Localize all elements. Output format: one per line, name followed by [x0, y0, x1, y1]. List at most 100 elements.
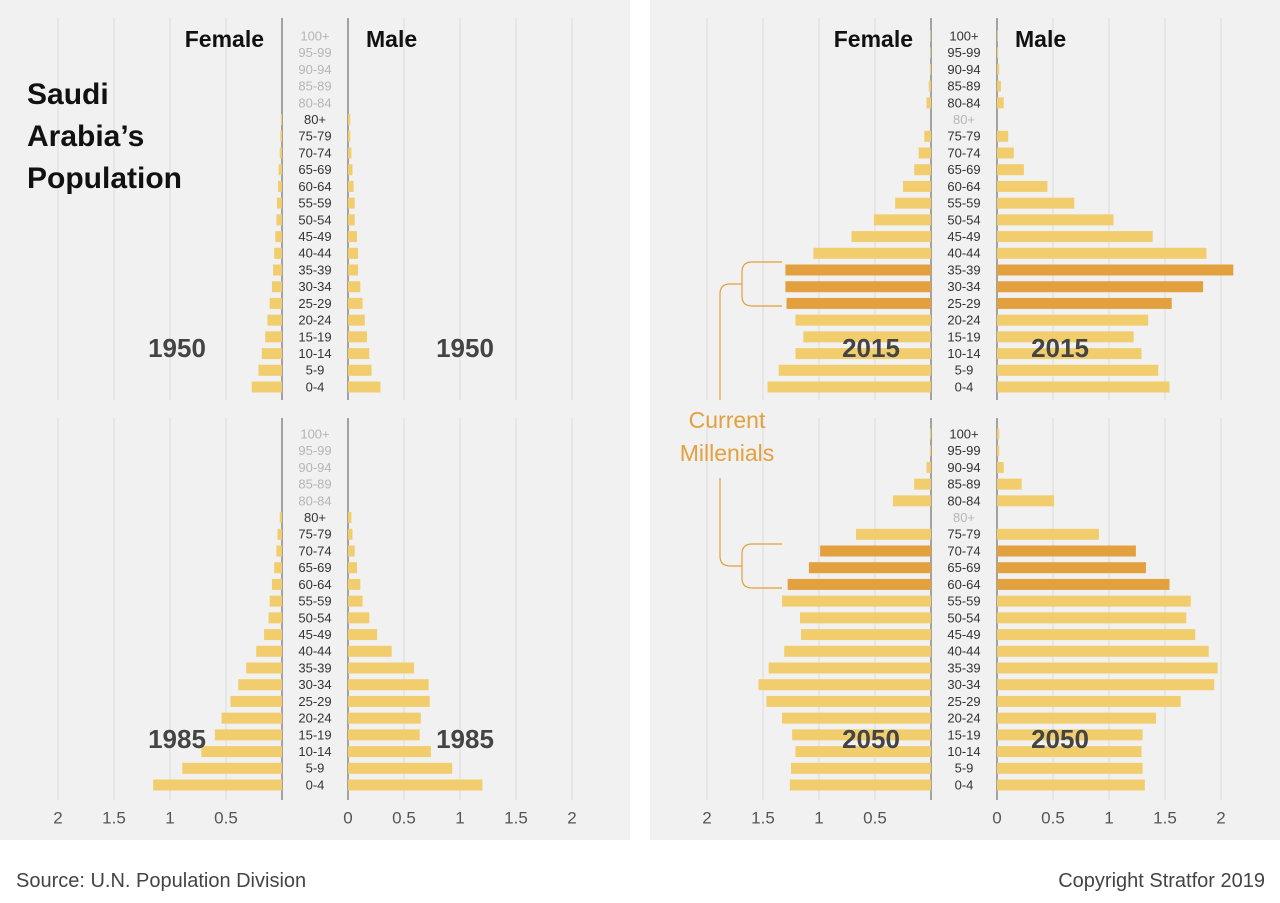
x-tick-label: 0.5: [863, 808, 887, 827]
y-tick-label: 35-39: [947, 660, 980, 675]
bar: [929, 63, 931, 75]
x-tick-label: 1: [814, 808, 823, 827]
y-tick-label: 100+: [300, 426, 329, 441]
bar: [758, 679, 931, 691]
bar: [997, 80, 1001, 92]
bar: [278, 180, 282, 192]
bar: [997, 364, 1159, 376]
y-tick-label: 70-74: [947, 543, 980, 558]
y-tick-label: 45-49: [298, 627, 331, 642]
x-tick-label: 1.5: [504, 808, 528, 827]
x-tick-label: 2: [1216, 808, 1225, 827]
y-tick-label: 20-24: [947, 711, 980, 726]
bar: [348, 114, 351, 126]
legend-label: Male: [1015, 26, 1066, 52]
y-tick-label: 55-59: [298, 196, 331, 211]
bar: [348, 197, 355, 209]
y-tick-label: 20-24: [298, 711, 331, 726]
y-tick-label: 50-54: [298, 212, 331, 227]
bar: [997, 428, 1000, 440]
y-tick-label: 100+: [949, 28, 978, 43]
bar: [778, 364, 931, 376]
x-tick-label: 1: [1104, 808, 1113, 827]
year-label: 2050: [1031, 724, 1089, 754]
bar: [813, 247, 931, 259]
y-tick-label: 75-79: [947, 527, 980, 542]
bar: [348, 264, 359, 276]
y-tick-label: 10-14: [298, 346, 331, 361]
bar: [268, 612, 282, 624]
bar: [929, 428, 931, 440]
y-tick-label: 30-34: [947, 279, 980, 294]
bar: [280, 130, 282, 142]
bar: [914, 164, 931, 176]
y-tick-label: 90-94: [298, 62, 331, 77]
bar: [918, 147, 931, 159]
y-tick-label: 70-74: [298, 145, 331, 160]
bar: [997, 47, 999, 59]
bar: [997, 331, 1134, 343]
year-label: 1985: [436, 724, 494, 754]
bar: [808, 562, 931, 574]
plots: Female Male0-45-910-1415-1920-2425-2930-3…: [53, 18, 1234, 827]
bar: [214, 729, 282, 741]
bar: [221, 712, 282, 724]
y-tick-label: 40-44: [298, 644, 331, 659]
y-tick-label: 80+: [304, 112, 326, 127]
bar: [348, 147, 352, 159]
bar: [895, 197, 931, 209]
y-tick-label: 15-19: [298, 329, 331, 344]
bar: [348, 645, 392, 657]
bar: [997, 662, 1218, 674]
bar: [997, 247, 1207, 259]
bar: [997, 264, 1234, 276]
x-tick-label: 0.5: [1041, 808, 1065, 827]
bar: [267, 314, 282, 326]
y-tick-label: 45-49: [947, 627, 980, 642]
y-tick-label: 35-39: [947, 262, 980, 277]
bar: [348, 364, 372, 376]
y-tick-label: 10-14: [947, 346, 980, 361]
y-tick-label: 70-74: [298, 543, 331, 558]
y-tick-label: 60-64: [947, 179, 980, 194]
bar: [275, 231, 282, 243]
bar: [782, 595, 931, 607]
y-tick-label: 50-54: [947, 610, 980, 625]
bar: [997, 595, 1191, 607]
x-tick-label: 0: [343, 808, 352, 827]
y-tick-label: 20-24: [947, 313, 980, 328]
bar: [348, 629, 378, 641]
bar: [786, 297, 931, 309]
bar: [782, 712, 931, 724]
bar: [997, 578, 1170, 590]
bar: [892, 495, 931, 507]
bar: [348, 512, 352, 524]
bar: [348, 180, 354, 192]
bar: [997, 762, 1143, 774]
y-tick-label: 35-39: [298, 262, 331, 277]
y-tick-label: 25-29: [947, 296, 980, 311]
bar: [791, 762, 931, 774]
source: Source: U.N. Population Division: [16, 870, 307, 892]
y-tick-label: 40-44: [298, 246, 331, 261]
bar: [997, 314, 1149, 326]
x-tick-label: 0.5: [214, 808, 238, 827]
bar: [261, 348, 282, 360]
bar: [348, 281, 361, 293]
bar: [795, 314, 931, 326]
y-tick-label: 30-34: [298, 279, 331, 294]
bar: [997, 297, 1172, 309]
bar: [258, 364, 282, 376]
bar: [273, 264, 282, 276]
bar: [789, 779, 931, 791]
y-tick-label: 25-29: [298, 694, 331, 709]
y-tick-label: 85-89: [947, 477, 980, 492]
bar: [997, 130, 1009, 142]
legend-label: Male: [366, 26, 417, 52]
bar: [820, 545, 931, 557]
y-tick-label: 45-49: [298, 229, 331, 244]
bar: [914, 478, 931, 490]
y-tick-label: 15-19: [298, 727, 331, 742]
x-tick-label: 1.5: [102, 808, 126, 827]
bar: [997, 445, 1000, 457]
